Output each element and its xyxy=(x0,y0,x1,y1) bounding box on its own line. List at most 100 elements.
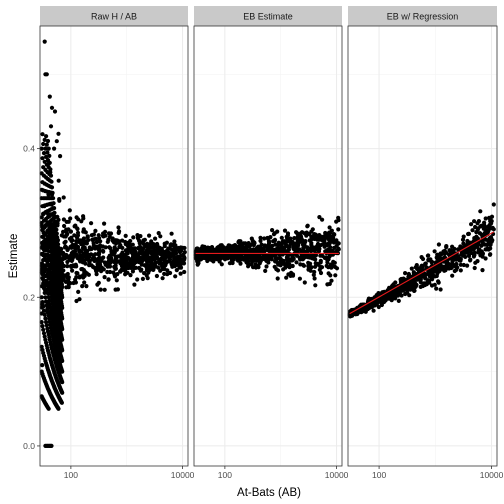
data-point xyxy=(180,253,186,258)
data-point xyxy=(100,248,106,253)
data-point xyxy=(116,240,121,245)
data-point xyxy=(56,406,61,411)
data-point xyxy=(52,273,57,278)
data-point xyxy=(44,154,49,159)
data-point xyxy=(178,265,184,270)
data-point xyxy=(313,283,318,288)
data-point xyxy=(93,252,98,257)
data-point xyxy=(162,271,167,276)
data-point xyxy=(313,261,318,266)
data-point xyxy=(489,236,494,241)
data-point xyxy=(435,271,440,276)
data-point xyxy=(280,239,285,244)
data-point xyxy=(118,255,123,260)
data-point xyxy=(60,327,65,332)
data-point xyxy=(78,253,83,258)
data-point xyxy=(61,229,66,234)
data-point xyxy=(96,251,102,256)
data-point xyxy=(44,142,49,147)
data-point xyxy=(41,258,46,263)
data-point xyxy=(95,282,100,287)
facet-strip xyxy=(40,6,188,26)
data-point xyxy=(202,247,207,252)
data-point xyxy=(319,234,324,239)
data-point xyxy=(232,245,237,250)
data-point xyxy=(49,243,54,248)
data-point xyxy=(47,153,52,158)
data-point xyxy=(54,261,60,266)
data-point xyxy=(291,243,296,248)
data-point xyxy=(309,265,314,270)
data-point xyxy=(383,296,388,301)
data-point xyxy=(44,72,49,77)
data-point xyxy=(147,233,152,238)
data-point xyxy=(179,261,185,266)
data-point xyxy=(336,241,341,246)
data-point xyxy=(313,264,318,269)
data-point xyxy=(44,323,49,328)
data-point xyxy=(433,266,438,271)
data-point xyxy=(99,258,104,263)
data-point xyxy=(64,229,69,234)
data-point xyxy=(98,239,103,244)
data-point xyxy=(60,348,65,353)
data-point xyxy=(265,235,270,241)
data-point xyxy=(52,286,57,291)
data-point xyxy=(245,259,250,264)
data-point xyxy=(401,278,406,283)
data-point xyxy=(155,256,160,261)
data-point xyxy=(195,259,200,264)
data-point xyxy=(81,275,86,280)
data-point xyxy=(67,280,72,285)
data-point xyxy=(250,255,255,260)
data-point xyxy=(238,242,243,247)
data-point xyxy=(438,287,443,292)
facet-panel: EB Estimate xyxy=(193,6,343,467)
data-point xyxy=(43,223,48,228)
data-point xyxy=(51,196,56,201)
data-point xyxy=(67,208,72,213)
data-point xyxy=(61,268,66,273)
data-point xyxy=(310,256,315,261)
data-point xyxy=(249,262,254,267)
data-point xyxy=(478,224,483,229)
data-point xyxy=(77,248,82,253)
data-point xyxy=(91,243,96,248)
data-point xyxy=(491,202,496,207)
x-tick-label: 10000 xyxy=(480,470,504,480)
data-point xyxy=(374,293,379,298)
data-point xyxy=(309,240,314,246)
data-point xyxy=(49,192,55,197)
data-point xyxy=(329,278,334,283)
facet-strip xyxy=(194,6,342,26)
data-point xyxy=(46,406,51,411)
data-point xyxy=(65,271,70,277)
data-point xyxy=(262,236,267,241)
data-point xyxy=(447,266,452,271)
data-point xyxy=(75,230,81,235)
data-point xyxy=(328,262,333,267)
data-point xyxy=(81,251,86,256)
data-point xyxy=(237,248,242,253)
facet-strip-label: EB Estimate xyxy=(243,12,293,22)
data-point xyxy=(41,141,46,147)
data-point xyxy=(45,309,50,314)
data-point xyxy=(439,252,444,257)
data-point xyxy=(333,273,338,278)
data-point xyxy=(80,284,85,289)
data-point xyxy=(444,263,449,268)
data-point xyxy=(68,263,74,269)
data-point xyxy=(40,225,45,230)
facet-strip-label: EB w/ Regression xyxy=(387,12,459,22)
data-point xyxy=(473,260,478,265)
data-point xyxy=(277,261,282,266)
data-point xyxy=(123,272,128,277)
data-point xyxy=(60,337,65,342)
data-point xyxy=(106,255,111,260)
data-point xyxy=(258,238,263,243)
data-point xyxy=(54,231,59,236)
fit-line xyxy=(349,231,495,315)
data-point xyxy=(96,256,101,261)
data-point xyxy=(312,276,317,281)
data-point xyxy=(50,291,55,296)
